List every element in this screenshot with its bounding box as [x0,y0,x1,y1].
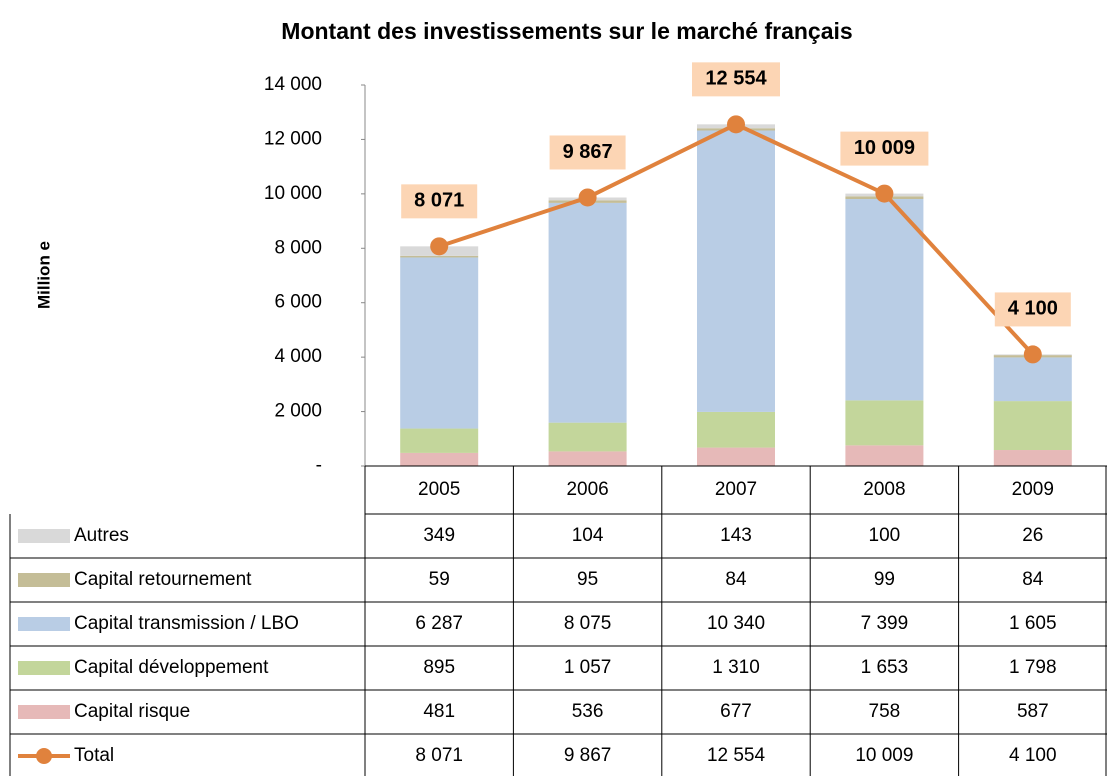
table-cell: 895 [423,657,455,678]
legend-label: Capital risque [74,701,190,722]
table-cell: 677 [720,701,752,722]
table-cell: 10 009 [855,745,913,766]
label-box [840,131,929,166]
total-point [430,237,449,256]
table-cell: 587 [1017,701,1049,722]
y-tick-label: 4 000 [274,346,322,367]
table-cell: 84 [1022,569,1044,590]
y-tick-label: 10 000 [264,183,322,204]
bar-segment [548,202,627,423]
bar-segment [993,401,1072,451]
table-cell: 8 075 [564,613,612,634]
legend-key [18,617,70,631]
table-cell: 99 [874,569,895,590]
total-point [1023,345,1042,364]
legend-key [18,705,70,719]
bar-segment [548,422,627,452]
table-cell: 9 867 [564,745,612,766]
table-cell: 8 071 [415,745,463,766]
data-label: 8 071 [414,190,464,212]
y-tick-label: 12 000 [264,128,322,149]
table-cell: 481 [423,701,455,722]
legend-label: Autres [74,525,129,546]
legend-label: Capital développement [74,657,269,678]
data-label: 4 100 [1008,298,1058,320]
table-cell: 1 605 [1009,613,1057,634]
table-cell: 95 [577,569,598,590]
x-tick-label: 2009 [1012,479,1054,500]
table-cell: 12 554 [707,745,766,766]
data-label: 10 009 [854,137,915,159]
table-cell: 349 [423,525,455,546]
bar-segment [697,447,775,466]
table-cell: 4 100 [1009,745,1057,766]
y-tick-label: - [316,455,322,476]
total-point [578,188,597,207]
bar-segment [993,450,1072,466]
x-tick-label: 2008 [863,479,905,500]
label-box [692,62,780,97]
y-tick-label: 2 000 [274,401,322,422]
label-box [401,184,478,219]
data-label: 9 867 [563,141,613,163]
legend-label: Capital transmission / LBO [74,613,299,634]
table-cell: 1 798 [1009,657,1057,678]
table-cell: 84 [725,569,747,590]
table-cell: 26 [1022,525,1043,546]
x-tick-label: 2005 [418,479,460,500]
table-cell: 104 [572,525,604,546]
table-cell: 1 057 [564,657,612,678]
y-tick-label: 6 000 [274,292,322,313]
legend-key [18,529,70,543]
legend-key [18,661,70,675]
table-cell: 1 653 [861,657,909,678]
bar-segment [845,400,924,446]
y-tick-label: 14 000 [264,74,322,95]
bar-segment [993,357,1072,402]
total-point [727,115,745,134]
table-cell: 10 340 [707,613,765,634]
label-box [994,292,1071,327]
table-cell: 1 310 [712,657,760,678]
table-cell: 758 [869,701,901,722]
legend-label: Capital retournement [74,569,252,590]
table-cell: 143 [720,525,752,546]
y-tick-label: 8 000 [274,237,322,258]
legend-key [18,573,70,587]
label-box [549,135,626,170]
y-axis-label: Million e [34,241,53,309]
bar-segment [697,130,775,412]
table-cell: 6 287 [415,613,463,634]
legend-key-marker [36,748,52,764]
table-cell: 59 [429,569,450,590]
table-cell: 536 [572,701,604,722]
bar-segment [400,428,479,453]
bar-segment [845,199,924,401]
bar-segment [400,257,479,429]
x-tick-label: 2007 [715,479,757,500]
legend-label: Total [74,745,114,766]
bar-segment [548,451,627,466]
chart-title: Montant des investissements sur le march… [281,18,852,44]
table-cell: 100 [869,525,901,546]
x-tick-label: 2006 [566,479,608,500]
data-label: 12 554 [705,68,767,90]
bar-segment [845,445,924,466]
bar-segment [697,411,775,448]
bar-segment [400,255,479,258]
table-cell: 7 399 [861,613,909,634]
total-point [875,184,894,203]
bar-segment [400,452,479,466]
